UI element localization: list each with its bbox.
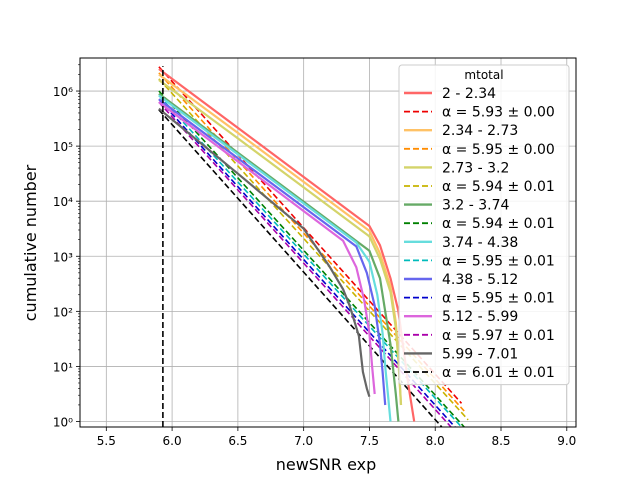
legend-label-series: 2.34 - 2.73 xyxy=(442,123,518,139)
legend-label-fit: α = 6.01 ± 0.01 xyxy=(442,365,555,381)
x-tick-label: 7.5 xyxy=(360,434,379,448)
axes-frame xyxy=(79,57,577,428)
x-tick-label: 5.5 xyxy=(97,434,116,448)
legend-label-series: 2.73 - 3.2 xyxy=(442,160,509,176)
legend-label-series: 3.2 - 3.74 xyxy=(442,198,509,214)
legend-label-fit: α = 5.95 ± 0.00 xyxy=(442,142,555,158)
series-line-7 xyxy=(158,107,371,398)
x-axis-ticks: 5.5 6.0 6.5 7.0 7.5 8.0 8.5 9.0 xyxy=(97,427,576,448)
x-tick-label: 8.0 xyxy=(426,434,445,448)
fit-line-5 xyxy=(158,98,456,428)
series-line-5 xyxy=(158,98,387,406)
y-tick-label: 10⁶ xyxy=(53,85,73,99)
legend-label-fit: α = 5.93 ± 0.00 xyxy=(442,105,555,121)
y-axis-ticks: 10⁰ 10¹ 10² 10³ 10⁴ 10⁵ 10⁶ xyxy=(53,64,80,429)
series-line-3 xyxy=(158,92,400,422)
y-tick-label: 10³ xyxy=(53,250,73,264)
legend-label-series: 5.99 - 7.01 xyxy=(442,346,518,362)
y-axis-label: cumulative number xyxy=(21,164,40,321)
series-line-2 xyxy=(158,79,403,406)
legend-title: mtotal xyxy=(464,68,503,82)
legend-label-fit: α = 5.95 ± 0.01 xyxy=(442,291,555,307)
y-tick-label: 10⁰ xyxy=(53,415,73,429)
legend-label-fit: α = 5.94 ± 0.01 xyxy=(442,216,555,232)
legend-box xyxy=(398,64,570,386)
legend-label-series: 4.38 - 5.12 xyxy=(442,272,518,288)
legend-label-fit: α = 5.95 ± 0.01 xyxy=(442,253,555,269)
y-tick-label: 10² xyxy=(53,305,73,319)
legend-label-series: 3.74 - 4.38 xyxy=(442,235,518,251)
x-tick-label: 6.5 xyxy=(228,434,247,448)
legend-label-series: 2 - 2.34 xyxy=(442,86,496,102)
data-lines xyxy=(158,68,416,422)
y-tick-label: 10⁴ xyxy=(53,195,73,209)
fit-line-0 xyxy=(158,66,463,404)
series-line-6 xyxy=(158,101,376,395)
y-tick-label: 10⁵ xyxy=(53,140,73,154)
x-tick-label: 7.0 xyxy=(294,434,313,448)
y-tick-label: 10¹ xyxy=(53,360,73,374)
x-tick-label: 9.0 xyxy=(557,434,576,448)
legend-label-fit: α = 5.97 ± 0.01 xyxy=(442,328,555,344)
legend: mtotal 2 - 2.34 α = 5.93 ± 0.00 2.34 - 2.73… xyxy=(398,64,570,386)
x-tick-label: 6.0 xyxy=(163,434,182,448)
x-tick-label: 8.5 xyxy=(491,434,510,448)
series-line-4 xyxy=(158,94,392,422)
legend-label-fit: α = 5.94 ± 0.01 xyxy=(442,179,555,195)
legend-label-series: 5.12 - 5.99 xyxy=(442,309,518,325)
x-axis-label: newSNR exp xyxy=(276,455,377,474)
